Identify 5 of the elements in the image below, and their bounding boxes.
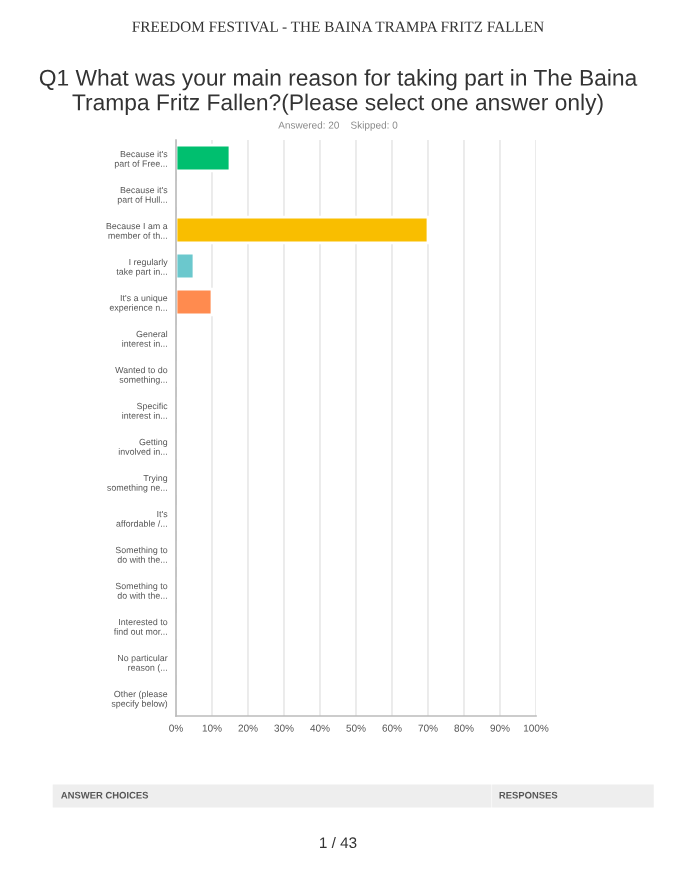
bar: [176, 215, 430, 245]
chart-title: Q1 What was your main reason for taking part in The Baina Trampa Fritz Fallen?(Please select one answer only): [39, 69, 638, 115]
bar: [176, 287, 214, 317]
bar: [176, 143, 232, 173]
bar: [176, 251, 196, 281]
